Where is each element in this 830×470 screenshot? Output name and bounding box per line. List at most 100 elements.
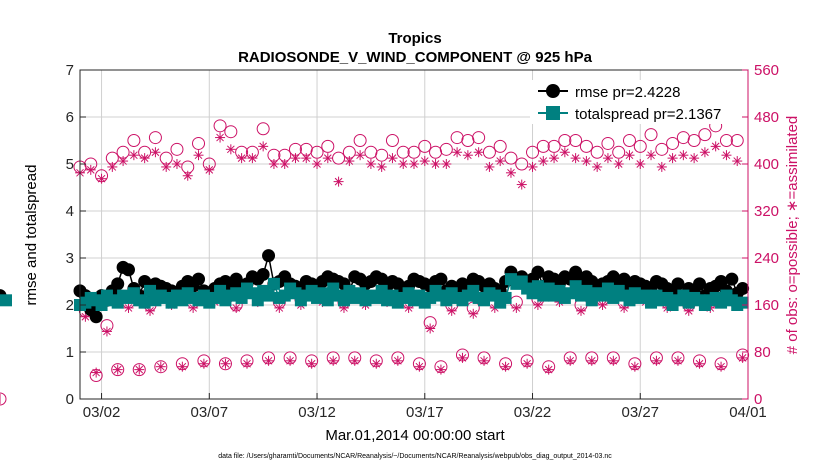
obs-assimilated-point bbox=[139, 153, 150, 164]
totalspread-point bbox=[95, 299, 108, 311]
obs-possible-point bbox=[256, 122, 270, 136]
obs-assimilated-point bbox=[134, 364, 145, 375]
obs-assimilated-point bbox=[646, 150, 657, 161]
obs-assimilated-point bbox=[258, 141, 269, 152]
rmse-point bbox=[617, 272, 631, 286]
obs-assimilated-point bbox=[155, 361, 166, 372]
y-tick-label-right: 560 bbox=[754, 62, 779, 79]
obs-assimilated-point bbox=[236, 153, 247, 164]
obs-assimilated-point bbox=[694, 358, 705, 369]
data-file-footnote: data file: /Users/gharamti/Documents/NCA… bbox=[218, 453, 612, 460]
obs-possible-point bbox=[396, 145, 410, 159]
obs-assimilated-point bbox=[279, 159, 290, 169]
totalspread-point bbox=[251, 294, 264, 307]
obs-assimilated-point bbox=[511, 302, 522, 313]
obs-assimilated-point bbox=[479, 355, 490, 366]
x-tick-label: 03/02 bbox=[83, 404, 121, 421]
obs-assimilated-point bbox=[150, 147, 161, 158]
obs-possible-point bbox=[170, 142, 184, 156]
obs-assimilated-point bbox=[656, 161, 667, 172]
obs-assimilated-point bbox=[721, 150, 732, 161]
obs-assimilated-point bbox=[549, 153, 560, 164]
obs-assimilated-point bbox=[559, 147, 570, 158]
obs-assimilated-point bbox=[419, 156, 430, 167]
y-axis-label-left: rmse and totalspread bbox=[23, 165, 40, 306]
obs-possible-point bbox=[192, 136, 206, 150]
obs-assimilated-point bbox=[592, 161, 603, 172]
obs-possible-point bbox=[321, 139, 335, 153]
obs-possible-point bbox=[332, 151, 346, 165]
obs-possible-point bbox=[364, 145, 378, 159]
obs-assimilated-point bbox=[624, 150, 635, 161]
obs-count-series bbox=[0, 119, 750, 406]
totalspread-point bbox=[580, 284, 593, 297]
obs-assimilated-point bbox=[101, 326, 112, 337]
obs-assimilated-point bbox=[198, 358, 209, 369]
obs-assimilated-point bbox=[527, 161, 538, 172]
x-axis-label: Mar.01,2014 00:00:00 start bbox=[325, 427, 505, 444]
y-tick-label-right: 0 bbox=[754, 391, 762, 408]
obs-assimilated-point bbox=[414, 361, 425, 372]
obs-assimilated-point bbox=[495, 156, 506, 167]
y-axis-label-right: # of obs: o=possible; ∗=assimilated bbox=[784, 116, 801, 355]
obs-assimilated-point bbox=[500, 361, 511, 372]
obs-assimilated-point bbox=[651, 355, 662, 366]
obs-assimilated-point bbox=[435, 364, 446, 375]
obs-assimilated-point bbox=[608, 355, 619, 366]
y-tick-label-right: 480 bbox=[754, 109, 779, 126]
rmse-point bbox=[725, 272, 739, 286]
totalspread-point bbox=[499, 291, 512, 304]
obs-assimilated-point bbox=[522, 358, 533, 369]
chart-title: Tropics bbox=[388, 30, 441, 47]
legend: rmse pr=2.4228 totalspread pr=2.1367 bbox=[530, 80, 742, 124]
rmse-point bbox=[262, 249, 276, 263]
obs-assimilated-point bbox=[699, 147, 710, 158]
totalspread-point bbox=[337, 294, 350, 307]
obs-possible-point bbox=[719, 134, 733, 147]
totalspread-point bbox=[267, 277, 280, 290]
obs-assimilated-point bbox=[667, 153, 678, 164]
obs-assimilated-point bbox=[220, 358, 231, 369]
obs-possible-point bbox=[622, 134, 636, 147]
obs-possible-point bbox=[127, 134, 141, 147]
y-tick-label-right: 80 bbox=[754, 344, 771, 361]
obs-possible-point bbox=[375, 148, 389, 162]
rmse-point bbox=[434, 272, 448, 286]
rmse-point bbox=[693, 277, 707, 291]
obs-possible-point bbox=[558, 134, 572, 147]
rmse-point bbox=[714, 275, 728, 288]
legend-box bbox=[530, 80, 742, 124]
obs-assimilated-point bbox=[597, 300, 608, 310]
rmse-point bbox=[121, 263, 135, 277]
y-tick-label-left: 6 bbox=[66, 109, 74, 126]
obs-assimilated-point bbox=[171, 159, 182, 169]
obs-assimilated-point bbox=[392, 355, 403, 366]
obs-possible-point bbox=[569, 134, 583, 147]
x-tick-label: 03/27 bbox=[621, 404, 659, 421]
obs-assimilated-point bbox=[710, 141, 721, 152]
legend-totalspread-label: totalspread pr=2.1367 bbox=[575, 106, 721, 123]
obs-possible-point bbox=[687, 134, 701, 147]
legend-totalspread-marker bbox=[546, 106, 560, 120]
metric-series bbox=[0, 249, 750, 324]
obs-possible-point bbox=[154, 360, 168, 374]
obs-assimilated-point bbox=[263, 355, 274, 366]
obs-possible-point bbox=[547, 139, 561, 153]
obs-possible-point bbox=[698, 128, 712, 142]
rmse-point bbox=[138, 275, 152, 288]
obs-assimilated-point bbox=[204, 164, 215, 175]
obs-possible-point bbox=[666, 136, 680, 150]
obs-assimilated-point bbox=[581, 156, 592, 167]
obs-assimilated-point bbox=[484, 161, 495, 172]
rmse-point bbox=[569, 265, 583, 279]
y-tick-label-left: 3 bbox=[66, 250, 74, 267]
obs-possible-point bbox=[612, 145, 626, 159]
axes: 03/02 03/07 03/12 03/17 03/22 03/27 04/0101234… bbox=[66, 62, 779, 421]
obs-possible-point bbox=[504, 151, 518, 165]
rmse-point bbox=[671, 277, 685, 291]
obs-assimilated-point bbox=[161, 161, 172, 172]
obs-assimilated-point bbox=[274, 302, 285, 313]
y-tick-label-left: 4 bbox=[66, 203, 74, 220]
obs-assimilated-point bbox=[306, 358, 317, 369]
y-tick-label-right: 240 bbox=[754, 250, 779, 267]
